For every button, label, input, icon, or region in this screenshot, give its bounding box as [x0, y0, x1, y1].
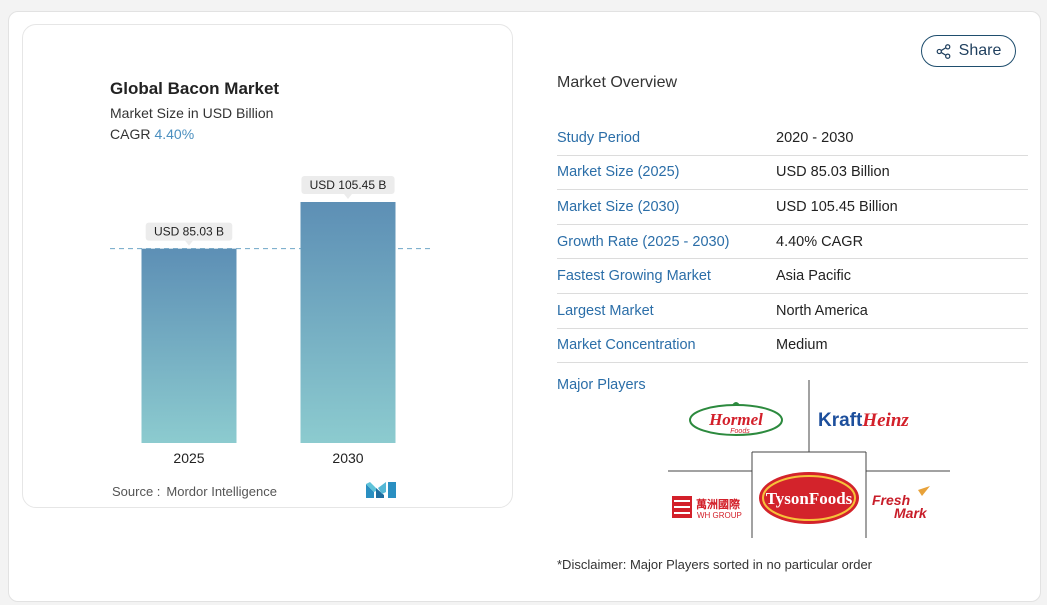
- svg-text:USD 105.45 B: USD 105.45 B: [310, 178, 387, 192]
- overview-label[interactable]: Market Size (2030): [557, 198, 680, 215]
- mark-text: Mark: [894, 505, 928, 521]
- overview-value: Medium: [776, 337, 828, 354]
- chart-title: Global Bacon Market: [110, 79, 280, 98]
- overview-value: North America: [776, 302, 868, 319]
- overview-row-growth-rate: Growth Rate (2025 - 2030) 4.40% CAGR: [557, 225, 1028, 260]
- source-name: Mordor Intelligence: [166, 484, 277, 499]
- mordor-intelligence-logo: [366, 482, 396, 498]
- cagr-row: CAGR 4.40%: [110, 126, 194, 142]
- cagr-label: CAGR: [110, 126, 151, 142]
- svg-text:USD 85.03 B: USD 85.03 B: [154, 225, 224, 239]
- overview-value: 4.40% CAGR: [776, 233, 864, 250]
- players-grid-lines: [668, 380, 950, 538]
- overview-value: USD 105.45 Billion: [776, 198, 898, 215]
- overview-label[interactable]: Market Size (2025): [557, 164, 680, 181]
- overview-row-largest-market: Largest Market North America: [557, 294, 1028, 329]
- x-tick-label: 2025: [173, 450, 204, 466]
- share-icon: [936, 43, 951, 59]
- hormel-sub-text: Foods: [730, 428, 750, 435]
- overview-label[interactable]: Study Period: [557, 129, 641, 146]
- overview-table: Study Period 2020 - 2030 Market Size (20…: [557, 121, 1028, 364]
- hormel-foods-logo: Hormel Foods: [689, 402, 783, 436]
- chart-area: Global Bacon Market Market Size in USD B…: [22, 24, 513, 508]
- share-button[interactable]: Share: [921, 35, 1016, 67]
- chart-subtitle: Market Size in USD Billion: [110, 105, 274, 121]
- overview-label[interactable]: Market Concentration: [557, 337, 696, 354]
- data-label-2030: USD 105.45 B: [301, 176, 395, 199]
- overview-label[interactable]: Fastest Growing Market: [557, 268, 711, 285]
- wh-group-cn-text: 萬洲國際: [696, 497, 741, 511]
- overview-row-market-size-2030: Market Size (2030) USD 105.45 Billion: [557, 190, 1028, 225]
- x-tick-label: 2030: [332, 450, 363, 466]
- major-players-title: Major Players: [557, 377, 646, 393]
- share-label: Share: [958, 42, 1002, 59]
- overview-row-fastest-growing: Fastest Growing Market Asia Pacific: [557, 259, 1028, 294]
- source-label: Source :: [112, 484, 161, 499]
- bar-chart: USD 85.03 B 2025 USD 105.45 B 2030: [110, 176, 430, 466]
- wh-group-en-text: WH GROUP: [697, 511, 742, 520]
- major-players-grid: Hormel Foods KraftHeinz 萬洲國際 WH GROUP Ty…: [668, 380, 950, 538]
- chart-source: Source : Mordor Intelligence: [112, 484, 277, 499]
- fresh-mark-logo: Fresh Mark: [872, 486, 930, 521]
- overview-label[interactable]: Largest Market: [557, 302, 654, 319]
- tyson-foods-logo: TysonFoods: [759, 472, 859, 524]
- heinz-text: Heinz: [861, 410, 909, 431]
- bar-2030: [300, 202, 396, 443]
- overview-title: Market Overview: [557, 74, 678, 91]
- disclaimer: *Disclaimer: Major Players sorted in no …: [557, 557, 873, 572]
- chart-card: [22, 24, 513, 508]
- data-label-2025: USD 85.03 B: [145, 222, 233, 246]
- overview-value: 2020 - 2030: [776, 129, 854, 146]
- overview-value: Asia Pacific: [776, 268, 851, 285]
- fresh-text: Fresh: [872, 492, 910, 508]
- overview-row-study-period: Study Period 2020 - 2030: [557, 121, 1028, 156]
- overview-value: USD 85.03 Billion: [776, 164, 890, 181]
- overview-row-market-size-2025: Market Size (2025) USD 85.03 Billion: [557, 156, 1028, 191]
- wh-group-logo: 萬洲國際 WH GROUP: [672, 496, 742, 520]
- cagr-value: 4.40%: [154, 126, 195, 142]
- kraft-text: Kraft: [818, 410, 863, 431]
- tyson-text: TysonFoods: [766, 489, 853, 508]
- bar-2025: [141, 248, 237, 443]
- svg-text:KraftHeinz: KraftHeinz: [818, 410, 909, 431]
- overview-label[interactable]: Growth Rate (2025 - 2030): [557, 233, 730, 250]
- hormel-text: Hormel: [708, 410, 763, 429]
- kraft-heinz-logo: KraftHeinz: [818, 410, 909, 431]
- overview-row-concentration: Market Concentration Medium: [557, 329, 1028, 364]
